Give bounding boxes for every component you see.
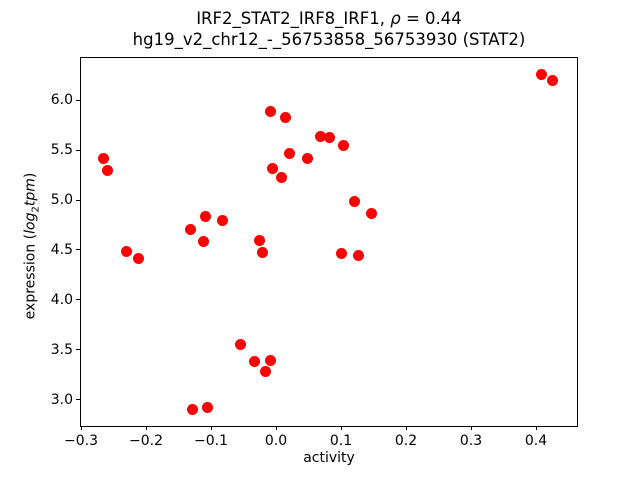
y-tick-mark <box>76 249 80 251</box>
data-point <box>348 195 360 207</box>
x-tick-label: 0.0 <box>264 433 288 449</box>
data-point <box>185 223 197 235</box>
data-point <box>338 139 350 151</box>
data-point <box>314 130 326 142</box>
data-point <box>275 171 287 183</box>
data-point <box>121 246 132 258</box>
y-axis-label: expression (log2tpm) <box>23 173 42 320</box>
y-tick-label: 4.0 <box>50 291 73 308</box>
x-tick-label: −0.2 <box>129 433 163 449</box>
y-tick-label: 4.5 <box>50 241 73 258</box>
y-tick-mark <box>76 99 80 101</box>
y-tick-label: 5.0 <box>50 192 73 209</box>
y-axis-label-suffix: ) <box>22 172 39 179</box>
data-point <box>101 164 113 176</box>
data-point <box>249 356 261 368</box>
y-tick-label: 6.0 <box>50 92 73 109</box>
title-motif-text: IRF2_STAT2_IRF8_IRF1, <box>196 9 391 28</box>
y-tick-label: 3.0 <box>50 391 73 408</box>
data-point <box>323 131 335 143</box>
chart-title: IRF2_STAT2_IRF8_IRF1, ρ = 0.44 hg19_v2_c… <box>81 8 577 50</box>
plot-area: −0.3 −0.2 −0.1 0.0 0.1 0.2 0.3 0.4 3.0 3.5 4.0 4.5 5… <box>51 57 578 449</box>
rho-symbol: ρ <box>390 9 401 28</box>
data-point <box>197 235 209 247</box>
x-tick-label: 0.2 <box>394 433 418 449</box>
x-tick-mark <box>80 426 82 430</box>
y-tick-label: 5.5 <box>50 142 73 159</box>
y-tick-label: 3.5 <box>50 341 73 358</box>
y-axis-label-sub: 2 <box>30 206 42 213</box>
data-point <box>202 402 214 414</box>
x-tick-mark <box>340 426 342 430</box>
x-tick-label: 0.4 <box>524 433 548 449</box>
data-point <box>536 68 548 80</box>
data-point <box>234 339 246 351</box>
x-tick-label: −0.1 <box>194 433 228 449</box>
data-point <box>265 105 277 117</box>
x-tick-mark <box>210 426 212 430</box>
data-point <box>366 207 378 219</box>
y-tick-mark <box>76 399 80 401</box>
chart-title-line1: IRF2_STAT2_IRF8_IRF1, ρ = 0.44 <box>81 8 577 29</box>
data-point <box>335 248 347 260</box>
y-axis-label-tpm: tpm <box>22 178 39 207</box>
title-correlation-value: = 0.44 <box>400 9 462 28</box>
data-point <box>256 247 268 259</box>
y-axis-label-log: log <box>22 212 39 234</box>
x-tick-label: −0.3 <box>64 433 98 449</box>
y-tick-mark <box>76 299 80 301</box>
data-point <box>132 253 144 265</box>
y-tick-mark <box>76 349 80 351</box>
data-point <box>254 234 266 246</box>
x-axis-label: activity <box>303 450 355 466</box>
x-tick-label: 0.1 <box>329 433 353 449</box>
data-point <box>266 162 278 174</box>
x-tick-mark <box>145 426 147 430</box>
x-tick-mark <box>275 426 277 430</box>
y-axis-label-prefix: expression ( <box>22 233 39 320</box>
data-point <box>98 152 110 164</box>
data-point <box>264 355 276 367</box>
data-point <box>353 250 365 262</box>
x-tick-mark <box>405 426 407 430</box>
x-tick-label: 0.3 <box>459 433 483 449</box>
data-point <box>217 214 229 226</box>
data-point <box>283 147 295 159</box>
data-point <box>200 210 212 222</box>
chart-title-line2: hg19_v2_chr12_-_56753858_56753930 (STAT2… <box>132 30 526 49</box>
x-tick-mark <box>470 426 472 430</box>
x-tick-mark <box>535 426 537 430</box>
data-point <box>260 366 272 378</box>
data-point <box>547 74 559 86</box>
y-tick-mark <box>76 199 80 201</box>
data-point <box>301 152 313 164</box>
y-tick-mark <box>76 149 80 151</box>
data-point <box>279 111 291 123</box>
data-point <box>186 404 198 416</box>
